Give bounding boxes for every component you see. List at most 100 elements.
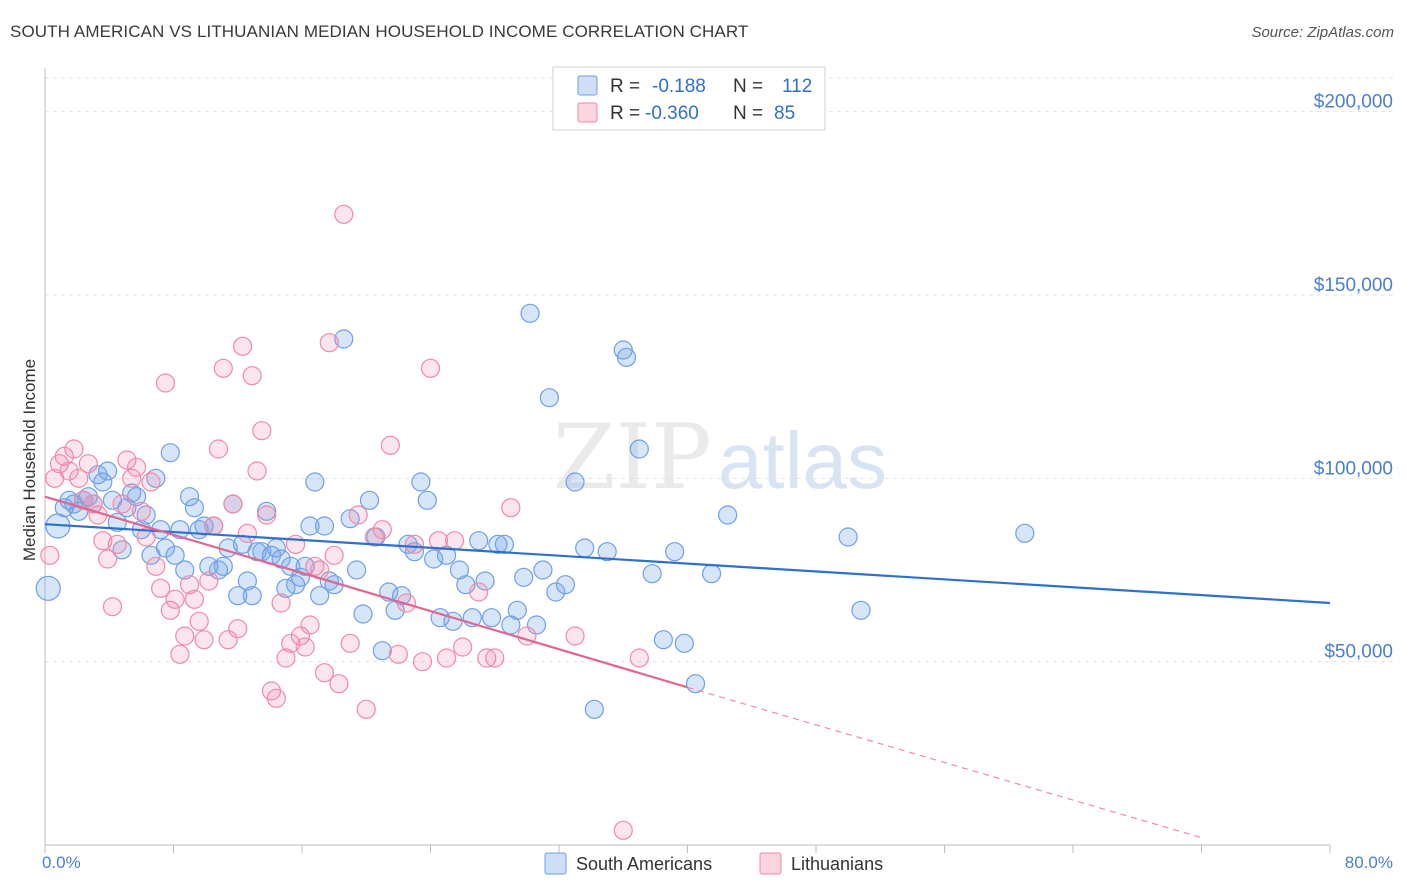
lithuanians-point [340, 633, 360, 653]
south-americans-point [314, 516, 335, 536]
lithuanians-point [131, 501, 151, 521]
south-americans-point [237, 571, 257, 591]
lithuanians-point [252, 421, 272, 441]
y-tick-label: $150,000 [1314, 275, 1393, 296]
south-americans-point [653, 630, 674, 650]
lithuanians-point [155, 373, 176, 393]
lithuanians-point [141, 472, 161, 492]
south-americans-point [213, 556, 233, 576]
lithuanians-point [189, 611, 209, 631]
lithuanians-point [295, 637, 315, 657]
lithuanians-point [436, 648, 457, 668]
south-americans-point [271, 549, 291, 569]
lithuanians-point [136, 527, 156, 547]
south-americans-point [175, 560, 195, 580]
legend-n-value: 85 [774, 103, 795, 124]
south-americans-point [398, 534, 418, 554]
legend-n-label: N = [733, 76, 763, 97]
south-americans-point [616, 347, 637, 367]
lithuanians-point [290, 626, 310, 646]
south-americans-point [411, 472, 431, 492]
south-americans-point [228, 586, 248, 606]
lithuanians-point [160, 600, 180, 620]
lithuanians-point [213, 358, 233, 378]
south-americans-point [353, 604, 373, 624]
lithuanians-point [266, 688, 286, 708]
south-americans-point [184, 498, 204, 518]
watermark: ZIP atlas [553, 405, 887, 510]
legend-swatch-south-americans [577, 75, 598, 96]
y-tick-label: $100,000 [1314, 458, 1393, 479]
series-legend-swatch-south-americans [544, 852, 567, 875]
south-americans-point [526, 615, 547, 635]
lithuanians-point [146, 556, 166, 576]
lithuanians-trend-extension [687, 686, 1202, 839]
lithuanians-point [165, 589, 185, 609]
lithuanians-point [40, 545, 60, 565]
lithuanians-point [102, 597, 123, 617]
lithuanians-point [285, 534, 306, 554]
south-americans-point [179, 487, 200, 507]
lithuanians-point [107, 534, 127, 554]
south-americans-point [533, 560, 553, 580]
south-americans-point [701, 564, 722, 584]
lithuanians-point [242, 366, 262, 386]
lithuanians-point [204, 516, 224, 536]
axes: $50,000 $100,000 $150,000 $200,000 0.0% 80.0% [42, 68, 1393, 872]
south-americans-point [35, 575, 61, 601]
south-americans-point [305, 472, 325, 492]
lithuanians-point [453, 637, 473, 657]
lithuanians-point [232, 336, 253, 356]
south-americans-point [494, 534, 514, 554]
south-americans-point [93, 472, 113, 492]
lithuanians-point [247, 461, 267, 481]
lithuanians-point [300, 615, 320, 635]
south-americans-point [539, 388, 559, 408]
south-americans-point [488, 534, 508, 554]
series-legend: South Americans Lithuanians [544, 852, 883, 875]
lithuanians-point [364, 527, 384, 547]
x-tick-label: 0.0% [42, 853, 81, 872]
lithuanians-point [151, 578, 171, 598]
south-americans-point [546, 582, 566, 602]
south-americans-point [1015, 523, 1035, 543]
lithuanians-point [122, 468, 142, 488]
south-americans-point [165, 545, 185, 565]
lithuanians-point [54, 446, 74, 466]
lithuanians-point [281, 633, 301, 653]
lithuanians-point [334, 204, 354, 224]
lithuanians-point [117, 450, 137, 470]
south-americans-points [35, 303, 1035, 719]
south-americans-point [334, 329, 354, 349]
lithuanians-point [179, 575, 200, 595]
south-americans-point [565, 472, 585, 492]
lithuanians-point [208, 439, 229, 459]
lithuanians-point [78, 454, 98, 474]
south-americans-point [160, 443, 180, 463]
south-americans-point [475, 571, 495, 591]
south-americans-point [851, 600, 871, 620]
lithuanians-points [40, 204, 649, 840]
south-americans-point [685, 674, 706, 694]
lithuanians-point [412, 652, 433, 672]
south-americans-point [718, 505, 738, 525]
lithuanians-point [388, 644, 408, 664]
lithuanians-point [444, 531, 465, 551]
lithuanians-point [199, 571, 219, 591]
south-americans-point [555, 575, 576, 595]
legend-r-value: -0.360 [645, 103, 699, 124]
lithuanians-point [184, 589, 204, 609]
lithuanians-point [319, 333, 339, 353]
south-americans-point [597, 542, 617, 562]
lithuanians-point [428, 531, 449, 551]
legend-r-label: R = [610, 76, 640, 97]
lithuanians-trend-line [44, 495, 688, 689]
series-legend-swatch-lithuanians [759, 852, 782, 875]
lithuanians-point [194, 630, 214, 650]
south-americans-point [347, 560, 367, 580]
lithuanians-point [64, 439, 84, 459]
lithuanians-point [324, 545, 344, 565]
south-americans-point [199, 556, 219, 576]
series-legend-label-south-americans: South Americans [576, 854, 712, 874]
